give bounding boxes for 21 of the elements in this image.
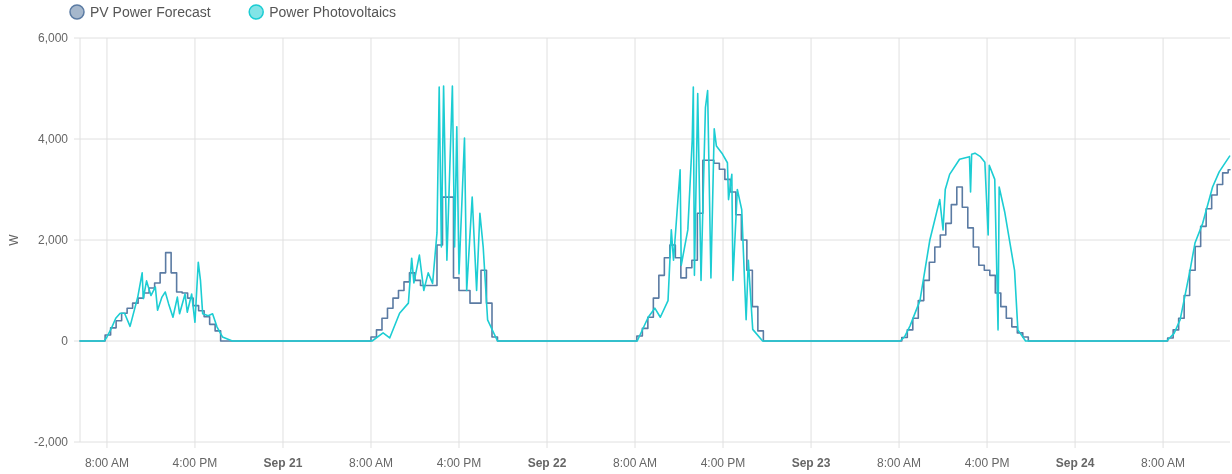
- x-tick-label: 8:00 AM: [877, 456, 922, 470]
- x-tick-label: Sep 21: [263, 456, 303, 470]
- legend-label: Power Photovoltaics: [269, 4, 397, 20]
- x-tick-label: Sep 22: [527, 456, 567, 470]
- x-tick-label: 4:00 PM: [964, 456, 1010, 470]
- x-tick-label: 8:00 AM: [1141, 456, 1186, 470]
- legend-label: PV Power Forecast: [90, 4, 211, 20]
- y-tick-label: -2,000: [33, 435, 69, 449]
- x-tick-label: 4:00 PM: [436, 456, 482, 470]
- x-tick-label: Sep 24: [1055, 456, 1095, 470]
- x-tick-label: Sep 23: [791, 456, 831, 470]
- y-axis-title: W: [7, 233, 21, 246]
- y-tick-label: 4,000: [37, 132, 69, 146]
- y-tick-label: 0: [61, 334, 69, 348]
- y-tick-label: 6,000: [37, 31, 69, 45]
- y-tick-label: 2,000: [37, 233, 69, 247]
- x-tick-label: 8:00 AM: [348, 456, 393, 470]
- x-tick-label: 8:00 AM: [613, 456, 658, 470]
- x-tick-label: 4:00 PM: [172, 456, 218, 470]
- x-tick-label: 4:00 PM: [700, 456, 746, 470]
- x-tick-label: 8:00 AM: [84, 456, 129, 470]
